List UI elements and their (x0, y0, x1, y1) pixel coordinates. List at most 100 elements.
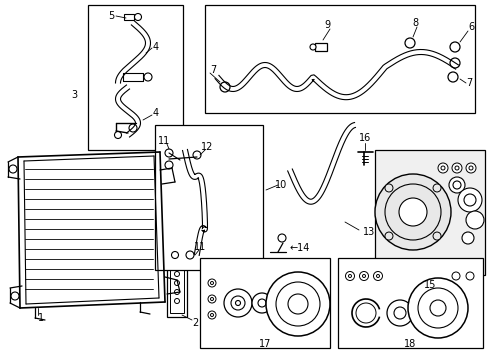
Bar (155, 125, 263, 270)
Text: 1: 1 (38, 313, 44, 323)
Circle shape (258, 299, 265, 307)
Circle shape (407, 278, 467, 338)
Text: 11: 11 (158, 136, 170, 146)
Circle shape (11, 292, 19, 300)
Circle shape (465, 272, 473, 280)
Circle shape (440, 166, 444, 170)
Circle shape (210, 297, 213, 301)
Text: 11: 11 (193, 242, 206, 252)
Bar (88, 5, 183, 150)
Text: 15: 15 (423, 280, 435, 290)
Circle shape (447, 72, 457, 82)
Circle shape (129, 124, 137, 132)
Circle shape (207, 311, 216, 319)
Circle shape (174, 262, 179, 267)
Circle shape (398, 198, 426, 226)
Text: 5: 5 (108, 11, 114, 21)
Bar (200, 258, 329, 348)
Circle shape (451, 163, 461, 173)
Bar (124, 14, 134, 20)
Circle shape (393, 307, 405, 319)
Bar (374, 150, 484, 275)
Circle shape (404, 38, 414, 48)
Circle shape (452, 181, 460, 189)
Circle shape (251, 293, 271, 313)
Circle shape (309, 44, 315, 50)
Circle shape (287, 294, 307, 314)
Text: 6: 6 (467, 22, 473, 32)
Bar (167, 255, 186, 317)
Circle shape (224, 289, 251, 317)
Circle shape (114, 131, 121, 139)
Circle shape (468, 166, 472, 170)
Text: 17: 17 (258, 339, 271, 349)
Circle shape (348, 274, 351, 278)
Circle shape (362, 274, 365, 278)
Circle shape (432, 184, 440, 192)
Text: 4: 4 (153, 42, 159, 52)
Circle shape (449, 58, 459, 68)
Text: 12: 12 (201, 142, 213, 152)
Circle shape (384, 184, 440, 240)
Text: 8: 8 (411, 18, 417, 28)
Circle shape (9, 165, 17, 173)
Circle shape (275, 282, 319, 326)
Circle shape (174, 298, 179, 303)
Circle shape (207, 295, 216, 303)
Circle shape (376, 274, 379, 278)
Bar (170, 259, 183, 313)
Circle shape (174, 280, 179, 285)
Circle shape (465, 163, 475, 173)
Bar (337, 258, 482, 348)
Circle shape (134, 13, 141, 21)
Circle shape (174, 289, 179, 294)
Text: 3: 3 (71, 90, 77, 100)
Circle shape (437, 163, 447, 173)
Circle shape (373, 271, 382, 280)
Circle shape (432, 232, 440, 240)
Circle shape (171, 252, 178, 258)
Text: 7: 7 (465, 78, 471, 88)
Text: 18: 18 (403, 339, 415, 349)
Text: 13: 13 (362, 227, 374, 237)
Circle shape (207, 279, 216, 287)
Circle shape (185, 251, 194, 259)
Circle shape (230, 296, 244, 310)
Circle shape (463, 194, 475, 206)
Text: 10: 10 (274, 180, 286, 190)
Circle shape (174, 271, 179, 276)
Text: 9: 9 (323, 20, 329, 30)
Circle shape (384, 232, 392, 240)
Circle shape (451, 272, 459, 280)
Text: ←14: ←14 (289, 243, 310, 253)
Circle shape (448, 177, 464, 193)
Circle shape (359, 271, 368, 280)
Circle shape (384, 184, 392, 192)
Circle shape (210, 282, 213, 284)
Circle shape (417, 288, 457, 328)
Bar (204, 5, 474, 113)
Circle shape (449, 42, 459, 52)
Text: 16: 16 (358, 133, 370, 143)
Circle shape (220, 82, 229, 92)
Circle shape (265, 272, 329, 336)
Circle shape (210, 314, 213, 316)
Circle shape (143, 73, 152, 81)
Circle shape (278, 234, 285, 242)
Text: 2: 2 (191, 318, 198, 328)
Circle shape (457, 188, 481, 212)
Circle shape (345, 271, 354, 280)
Circle shape (164, 161, 173, 169)
Circle shape (193, 151, 201, 159)
Circle shape (461, 232, 473, 244)
Circle shape (355, 303, 375, 323)
Circle shape (374, 174, 450, 250)
Circle shape (465, 211, 483, 229)
Text: 4: 4 (153, 108, 159, 118)
Circle shape (164, 149, 173, 157)
Circle shape (454, 166, 458, 170)
Bar (314, 43, 326, 51)
Circle shape (429, 300, 445, 316)
Circle shape (386, 300, 412, 326)
Text: 7: 7 (209, 65, 216, 75)
